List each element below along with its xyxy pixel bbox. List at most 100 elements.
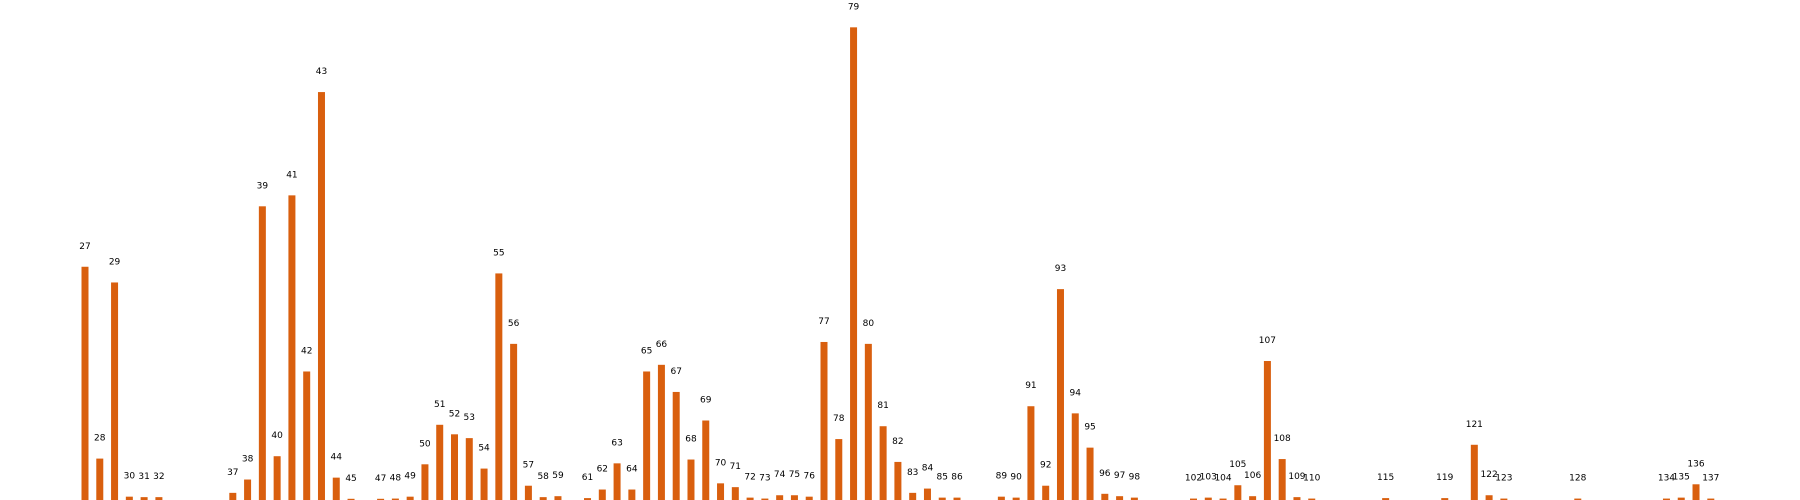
bar-label-48: 48 — [390, 474, 402, 484]
bar-label-89: 89 — [996, 472, 1008, 482]
bar-31 — [140, 497, 148, 500]
bar-107 — [1263, 361, 1271, 500]
bar-label-39: 39 — [257, 181, 269, 191]
bar-68 — [687, 459, 695, 500]
bar-72 — [746, 497, 754, 500]
bar-label-54: 54 — [478, 444, 490, 454]
bar-105 — [1234, 485, 1242, 500]
bar-label-37: 37 — [227, 468, 238, 478]
bar-53 — [465, 438, 473, 500]
bar-label-103: 103 — [1200, 473, 1217, 483]
bar-62 — [598, 489, 606, 500]
bar-110 — [1308, 498, 1316, 500]
bar-label-43: 43 — [316, 67, 327, 77]
bar-label-72: 72 — [744, 473, 755, 483]
bar-39 — [258, 206, 266, 500]
bar-115 — [1382, 498, 1390, 500]
bar-label-49: 49 — [404, 472, 416, 482]
bar-45 — [347, 498, 355, 500]
bar-66 — [657, 364, 665, 500]
bar-69 — [702, 420, 710, 500]
bar-58 — [539, 497, 547, 500]
bar-65 — [643, 371, 651, 500]
bar-label-64: 64 — [626, 465, 638, 475]
bar-82 — [894, 461, 902, 500]
bar-30 — [125, 496, 133, 500]
bar-78 — [835, 439, 843, 500]
bar-37 — [229, 492, 237, 500]
bar-label-137: 137 — [1702, 474, 1719, 484]
bar-61 — [584, 498, 592, 500]
bar-109 — [1293, 497, 1301, 500]
bar-label-52: 52 — [449, 409, 460, 419]
bar-93 — [1056, 289, 1064, 500]
bar-98 — [1130, 497, 1138, 500]
bar-label-104: 104 — [1214, 474, 1231, 484]
bar-label-61: 61 — [582, 473, 593, 483]
bar-94 — [1071, 413, 1079, 500]
bar-label-73: 73 — [759, 474, 770, 484]
bar-137 — [1707, 498, 1715, 500]
bar-label-74: 74 — [774, 470, 786, 480]
bar-27 — [81, 266, 89, 500]
bar-label-40: 40 — [271, 431, 283, 441]
bar-label-91: 91 — [1025, 381, 1036, 391]
bar-label-82: 82 — [892, 437, 903, 447]
bar-95 — [1086, 447, 1094, 500]
bar-label-27: 27 — [79, 242, 90, 252]
bar-134 — [1662, 498, 1670, 500]
bar-label-94: 94 — [1070, 388, 1082, 398]
bar-label-78: 78 — [833, 414, 845, 424]
bar-label-115: 115 — [1377, 473, 1394, 483]
bar-label-30: 30 — [124, 472, 136, 482]
bar-96 — [1101, 493, 1109, 500]
bar-label-80: 80 — [863, 319, 875, 329]
bar-label-58: 58 — [537, 472, 549, 482]
bar-122 — [1485, 495, 1493, 500]
bar-57 — [524, 485, 532, 500]
bar-90 — [1012, 497, 1020, 500]
bar-label-107: 107 — [1259, 336, 1276, 346]
bar-40 — [273, 456, 281, 500]
bar-103 — [1204, 497, 1212, 500]
bar-89 — [997, 496, 1005, 500]
bar-70 — [717, 483, 725, 500]
bar-83 — [909, 492, 917, 500]
bar-104 — [1219, 498, 1227, 500]
bar-32 — [155, 497, 163, 500]
bar-label-97: 97 — [1114, 471, 1125, 481]
bar-label-57: 57 — [523, 461, 534, 471]
bar-label-92: 92 — [1040, 461, 1051, 471]
bar-86 — [953, 497, 961, 500]
bar-label-41: 41 — [286, 170, 297, 180]
bar-label-69: 69 — [700, 396, 712, 406]
bar-97 — [1116, 496, 1124, 500]
bar-28 — [96, 458, 104, 500]
bar-63 — [613, 463, 621, 500]
bar-label-55: 55 — [493, 248, 504, 258]
bar-label-51: 51 — [434, 400, 445, 410]
bar-label-84: 84 — [922, 464, 934, 474]
bar-label-63: 63 — [611, 438, 622, 448]
bar-labels-group: 27 28 29 30 31 32 37 38 39 40 41 42 43 44 45 47 48 49 50 51… — [79, 2, 1719, 483]
bar-76 — [805, 496, 813, 500]
bar-label-50: 50 — [419, 439, 431, 449]
bar-label-93: 93 — [1055, 264, 1066, 274]
bar-75 — [790, 495, 798, 500]
bar-label-56: 56 — [508, 319, 520, 329]
bar-label-83: 83 — [907, 468, 918, 478]
bar-label-110: 110 — [1303, 474, 1320, 484]
bar-55 — [495, 273, 503, 500]
bar-label-134: 134 — [1658, 474, 1675, 484]
bar-42 — [303, 371, 311, 500]
bar-48 — [391, 498, 399, 500]
bar-label-68: 68 — [685, 435, 697, 445]
bar-label-95: 95 — [1084, 423, 1095, 433]
bar-50 — [421, 464, 429, 500]
bar-label-45: 45 — [345, 474, 356, 484]
bar-label-81: 81 — [877, 401, 888, 411]
bar-label-79: 79 — [848, 2, 860, 12]
bar-label-71: 71 — [730, 462, 741, 472]
bar-label-90: 90 — [1010, 473, 1022, 483]
